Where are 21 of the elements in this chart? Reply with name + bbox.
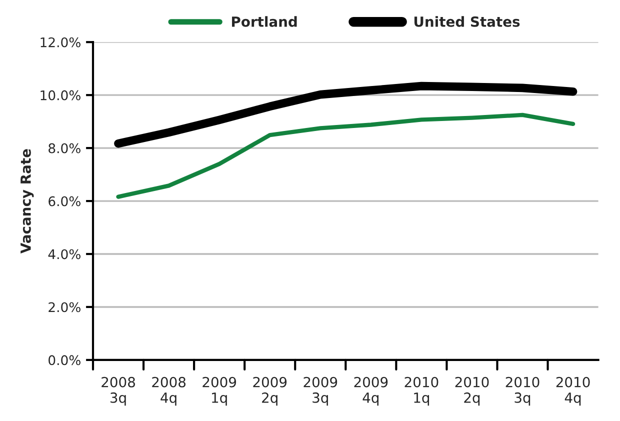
y-tick-label: 0.0%	[48, 355, 80, 366]
y-tick-label: 2.0%	[48, 302, 80, 312]
y-tick-label: 10.0%	[40, 90, 80, 100]
x-tick-label: 2010 2q	[455, 376, 489, 406]
x-tick-label: 2010 1q	[404, 376, 438, 406]
y-tick-label: 12.0%	[40, 37, 80, 48]
legend-label: Portland	[232, 16, 297, 27]
x-tick-label: 2008 3q	[102, 376, 135, 406]
y-tick-label: 8.0%	[48, 143, 80, 154]
x-tick-label: 2009 4q	[354, 376, 388, 406]
x-tick-label: 2009 2q	[253, 376, 287, 406]
x-tick-label: 2008 4q	[152, 376, 186, 406]
x-tick-label: 2010 3q	[506, 376, 540, 406]
line-series	[116, 112, 576, 199]
x-tick-label: 2009 1q	[202, 376, 236, 406]
y-axis-title: Vacancy Rate	[20, 149, 34, 254]
x-tick-label: 2009 3q	[304, 376, 338, 406]
legend-label: United States	[414, 16, 520, 27]
y-tick-label: 6.0%	[48, 196, 80, 206]
y-tick-label: 4.0%	[48, 249, 80, 260]
x-tick-label: 2010 4q	[556, 376, 590, 406]
